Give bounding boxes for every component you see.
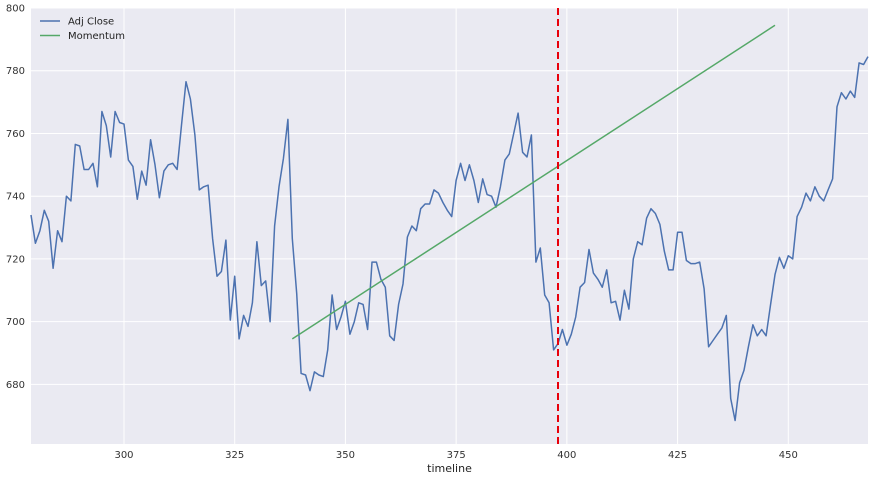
y-tick-label: 720: [6, 254, 25, 265]
legend-label: Momentum: [68, 31, 125, 42]
grid: [31, 7, 868, 444]
x-tick-label: 350: [336, 450, 355, 461]
series-lines: [30, 24, 869, 422]
x-tick-label: 425: [668, 450, 687, 461]
y-tick-label: 700: [6, 317, 25, 328]
x-tick-label: 300: [114, 450, 133, 461]
x-tick-label: 375: [447, 450, 466, 461]
legend: Adj Close Momentum: [40, 17, 125, 42]
series-line-momentum: [291, 24, 776, 340]
tick-labels: 300 325 350 375 400 425 450 680 700 720 740 760 780 8…: [6, 4, 798, 462]
x-tick-label: 450: [779, 450, 798, 461]
plot-background: [31, 8, 868, 444]
x-axis-label: timeline: [427, 462, 472, 475]
y-tick-label: 800: [6, 4, 25, 15]
x-tick-label: 400: [557, 450, 576, 461]
series-line-adj-close: [30, 56, 869, 422]
y-tick-label: 680: [6, 380, 25, 391]
y-tick-label: 760: [6, 129, 25, 140]
y-tick-label: 740: [6, 192, 25, 203]
legend-label: Adj Close: [68, 17, 114, 28]
y-tick-label: 780: [6, 66, 25, 77]
x-tick-label: 325: [225, 450, 244, 461]
